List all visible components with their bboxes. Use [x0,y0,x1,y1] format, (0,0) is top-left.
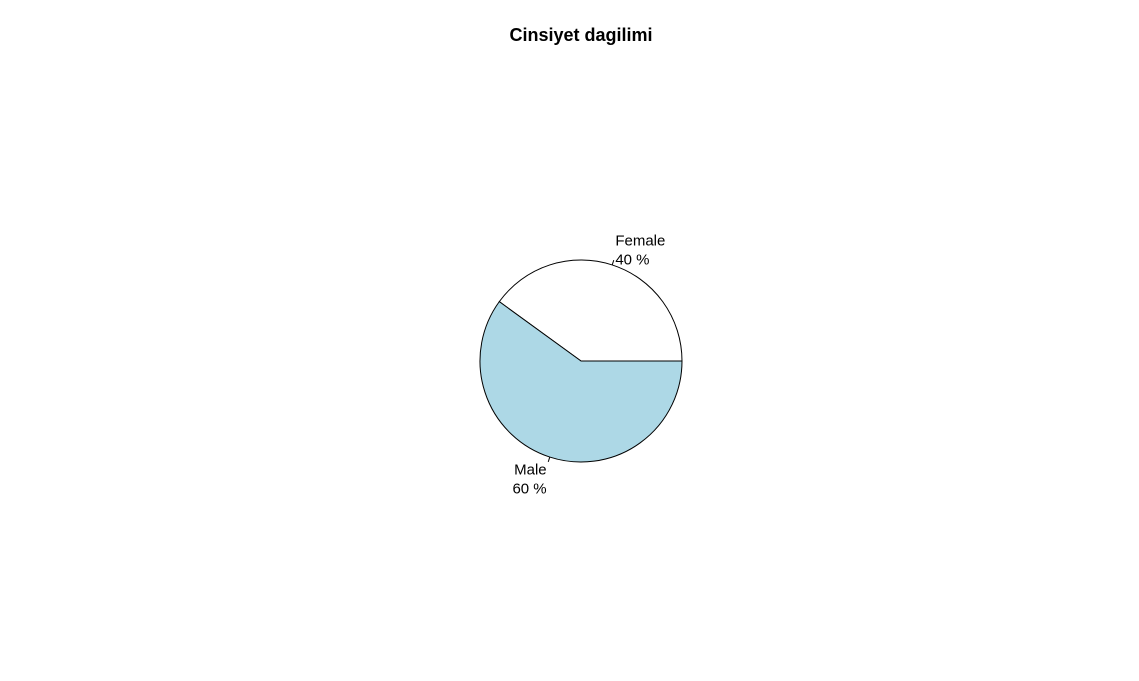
pie-slice-male [479,300,683,463]
pie-label-female: Female 40 % [615,232,665,268]
pie-tick-female [611,259,615,266]
pie-label-percent: 40 % [615,251,649,268]
pie-label-male: Male 60 % [512,462,546,498]
pie-slice-female [498,259,683,362]
pie-label-percent: 60 % [512,481,546,498]
pie-label-name: Male [514,462,547,479]
pie-label-name: Female [615,232,665,249]
pie-slices [479,259,683,463]
chart-title: Cinsiyet dagilimi [509,25,652,45]
pie-tick-male [547,456,551,463]
pie-labels: Female 40 % Male 60 % [512,232,665,497]
